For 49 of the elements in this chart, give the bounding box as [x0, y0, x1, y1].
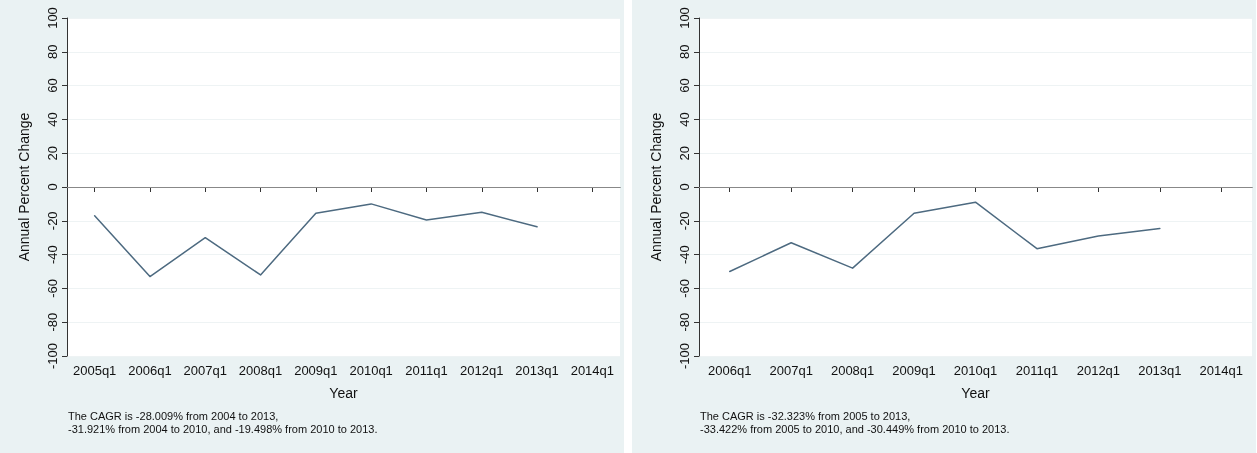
- y-axis-title: Annual Percent Change: [648, 112, 664, 262]
- y-tick-label: 40: [45, 112, 60, 127]
- y-tick-label: -100: [677, 342, 692, 370]
- y-tick-label: 80: [45, 44, 60, 60]
- x-axis-title: Year: [329, 385, 358, 401]
- x-tick-label: 2014q1: [570, 363, 615, 378]
- x-tick-label: 2006q1: [128, 363, 172, 378]
- x-tick-label: 2007q1: [769, 363, 813, 378]
- x-tick-label: 2011q1: [1015, 363, 1059, 378]
- y-tick-label: -60: [45, 279, 60, 298]
- x-axis-title: Year: [961, 385, 990, 401]
- x-tick-label: 2010q1: [953, 363, 998, 378]
- y-tick-label: -80: [677, 312, 692, 332]
- y-axis-title: Annual Percent Change: [16, 112, 32, 262]
- y-tick-label: -40: [677, 245, 692, 264]
- y-tick-label: -60: [677, 279, 692, 298]
- y-tick-label: -100: [45, 342, 60, 370]
- x-tick-label: 2008q1: [830, 363, 875, 378]
- y-tick-label: 80: [677, 44, 692, 60]
- x-tick-label: 2012q1: [460, 363, 504, 378]
- x-tick-label: 2013q1: [515, 363, 559, 378]
- y-tick-label: -80: [45, 312, 60, 332]
- y-tick-label: 0: [45, 183, 60, 191]
- y-tick-label: 20: [677, 145, 692, 161]
- y-tick-label: 60: [45, 78, 60, 93]
- text: The CAGR is -32.323% from 2005 to 2013, -33.422% from 2005 to 2010, and -30.449% from 2010 to 2013.: [700, 410, 1010, 436]
- y-tick-label: 20: [45, 145, 60, 161]
- x-tick-label: 2012q1: [1076, 363, 1121, 378]
- x-tick-label: 2007q1: [183, 363, 227, 378]
- x-tick-label: 2014q1: [1199, 363, 1243, 378]
- y-tick-label: 100: [45, 7, 60, 29]
- y-tick-label: 100: [677, 7, 692, 29]
- x-tick-label: 2009q1: [892, 363, 936, 378]
- line-series: [728, 201, 1161, 273]
- x-tick-label: 2010q1: [349, 363, 393, 378]
- line-series: [93, 203, 538, 278]
- y-tick-label: -40: [45, 245, 60, 264]
- x-tick-label: 2005q1: [72, 363, 117, 378]
- x-tick-label: 2013q1: [1138, 363, 1182, 378]
- y-tick-label: -20: [45, 211, 60, 231]
- y-tick-label: 0: [677, 183, 692, 191]
- y-tick-label: -20: [677, 211, 692, 231]
- x-tick-label: 2009q1: [294, 363, 338, 378]
- x-tick-label: 2008q1: [238, 363, 283, 378]
- text: The CAGR is -28.009% from 2004 to 2013, -31.921% from 2004 to 2010, and -19.498% from 2010 to 2013.: [68, 410, 378, 436]
- x-tick-label: 2006q1: [708, 363, 752, 378]
- x-tick-label: 2011q1: [405, 363, 448, 378]
- y-tick-label: 60: [677, 78, 692, 93]
- y-tick-label: 40: [677, 112, 692, 127]
